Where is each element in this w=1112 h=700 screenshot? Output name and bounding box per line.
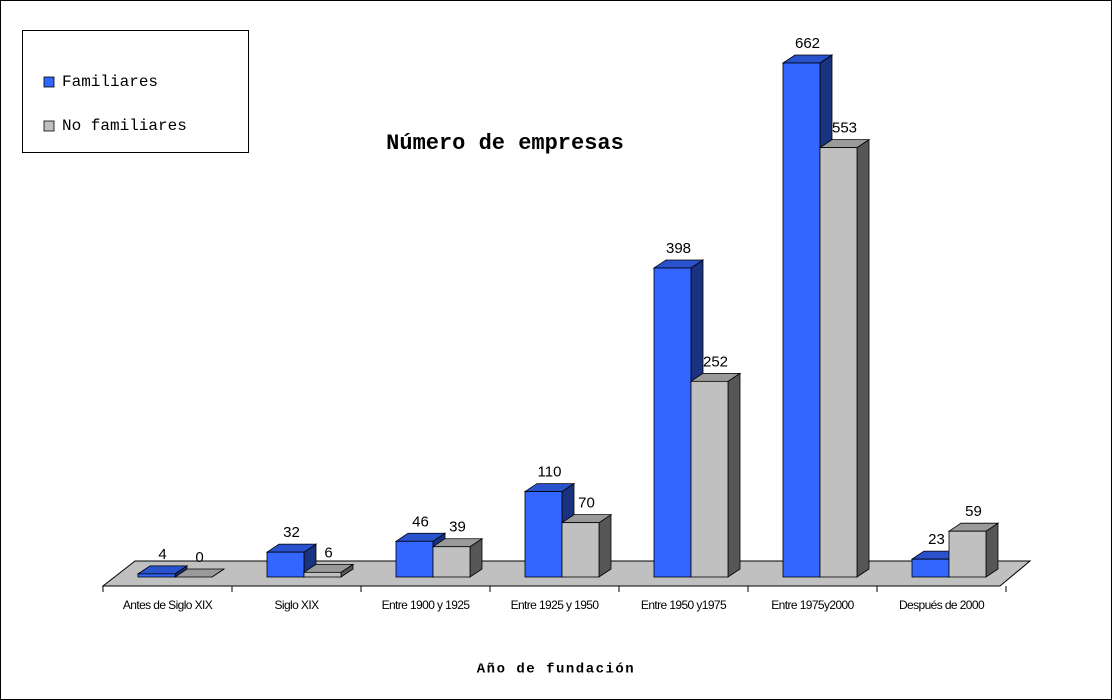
data-label: 398 (666, 240, 691, 257)
legend-swatch (43, 76, 55, 88)
legend-swatch (43, 120, 55, 132)
bar-side (856, 138, 870, 578)
bar (173, 568, 226, 578)
bar-side (727, 372, 741, 578)
data-label: 32 (283, 524, 300, 541)
data-label: 70 (578, 495, 595, 512)
bar-front (137, 573, 176, 578)
data-label: 6 (324, 544, 332, 561)
bar-side (985, 522, 999, 578)
bar-front (690, 380, 729, 578)
x-tick-label: Antes de Siglo XIX (123, 598, 213, 612)
bar-front (524, 491, 563, 578)
bar (689, 372, 742, 578)
chart-title: Número de empresas (386, 131, 624, 156)
legend-label: No familiares (62, 117, 187, 135)
data-label: 4 (158, 546, 166, 563)
bar-front (782, 62, 821, 578)
bar-front (911, 558, 950, 578)
data-label: 252 (703, 353, 728, 370)
data-label: 23 (928, 531, 945, 548)
x-axis-title: Año de fundación (477, 662, 635, 678)
bar (947, 522, 1000, 578)
data-label: 39 (449, 519, 466, 536)
legend (22, 30, 249, 153)
bar-front (395, 540, 434, 578)
bar-front (432, 546, 471, 578)
x-tick-label: Entre 1975y2000 (771, 598, 854, 612)
bar-front (948, 530, 987, 578)
bar (136, 565, 189, 578)
data-label: 0 (195, 549, 203, 566)
data-label: 662 (795, 35, 820, 52)
x-tick-label: Después de 2000 (899, 598, 985, 612)
bar-front (819, 147, 858, 578)
data-label: 553 (832, 120, 857, 137)
data-label: 46 (412, 513, 429, 530)
x-tick-label: Siglo XIX (275, 598, 320, 612)
bar-side (598, 513, 612, 578)
data-label: 59 (965, 503, 982, 520)
x-tick-label: Entre 1925 y 1950 (511, 598, 600, 612)
bar (560, 513, 613, 578)
bar-top (173, 568, 226, 578)
bar-front (266, 551, 305, 578)
x-tick-label: Entre 1950 y1975 (641, 598, 727, 612)
bar (265, 543, 318, 578)
bar-front (561, 522, 600, 578)
legend-label: Familiares (62, 73, 158, 91)
bar-front (653, 267, 692, 578)
bar-front (303, 571, 342, 578)
bar (818, 138, 871, 578)
bar (431, 537, 484, 578)
bar (302, 563, 355, 578)
data-label: 110 (538, 464, 562, 481)
x-tick-label: Entre 1900 y 1925 (382, 598, 471, 612)
